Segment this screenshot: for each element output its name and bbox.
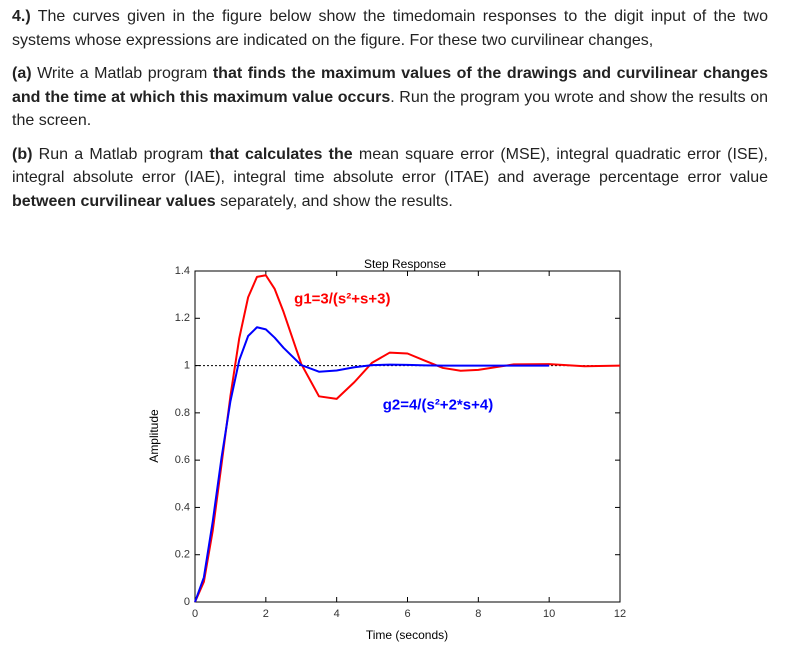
bold-text: (b) xyxy=(12,145,33,163)
paragraph: (a) Write a Matlab program that finds th… xyxy=(12,62,768,133)
chart-title: Step Response xyxy=(364,257,446,271)
bold-text: that calculates the xyxy=(209,145,353,163)
y-tick-label: 0.8 xyxy=(175,407,190,419)
y-tick-label: 0.4 xyxy=(175,501,190,513)
text: . Run the program you wrote and show the… xyxy=(12,88,769,130)
x-tick-label: 6 xyxy=(404,608,410,620)
document: 4.) The curves given in the figure below… xyxy=(12,5,768,223)
y-tick-label: 1 xyxy=(184,359,190,371)
paragraph: (b) Run a Matlab program that calculates… xyxy=(12,143,768,214)
bold-text: that finds the maximum values of the dra… xyxy=(12,65,768,106)
annotation: g1=3/(s²+s+3) xyxy=(294,290,390,307)
x-axis-label: Time (seconds) xyxy=(366,628,448,642)
y-tick-label: 0 xyxy=(184,596,190,608)
bold-text: (a) xyxy=(12,65,32,82)
bold-text: between curvilinear values xyxy=(12,192,216,210)
annotation: g2=4/(s²+2*s+4) xyxy=(383,397,494,414)
series-line xyxy=(194,326,550,603)
text: mean square error (MSE), integral quadra… xyxy=(12,145,769,187)
x-tick-label: 0 xyxy=(192,608,198,620)
plot-frame xyxy=(194,270,621,603)
x-tick-label: 8 xyxy=(475,608,481,620)
y-tick-label: 0.6 xyxy=(175,454,190,466)
text: Run a Matlab program xyxy=(32,145,210,163)
y-tick-label: 1.4 xyxy=(175,265,190,277)
x-tick-label: 10 xyxy=(543,608,555,620)
y-tick-label: 0.2 xyxy=(175,549,190,561)
text: separately, and show the results. xyxy=(215,192,453,210)
x-tick-label: 4 xyxy=(334,608,340,620)
bold-text: 4.) xyxy=(12,8,31,25)
y-tick-label: 1.2 xyxy=(175,312,190,324)
y-axis-label: Amplitude xyxy=(147,409,161,463)
text: The curves given in the figure below sho… xyxy=(12,8,768,49)
x-tick-label: 12 xyxy=(614,608,626,620)
series-line xyxy=(194,274,621,603)
paragraph: 4.) The curves given in the figure below… xyxy=(12,5,768,52)
x-tick-label: 2 xyxy=(263,608,269,620)
text: Write a Matlab program xyxy=(31,65,213,82)
